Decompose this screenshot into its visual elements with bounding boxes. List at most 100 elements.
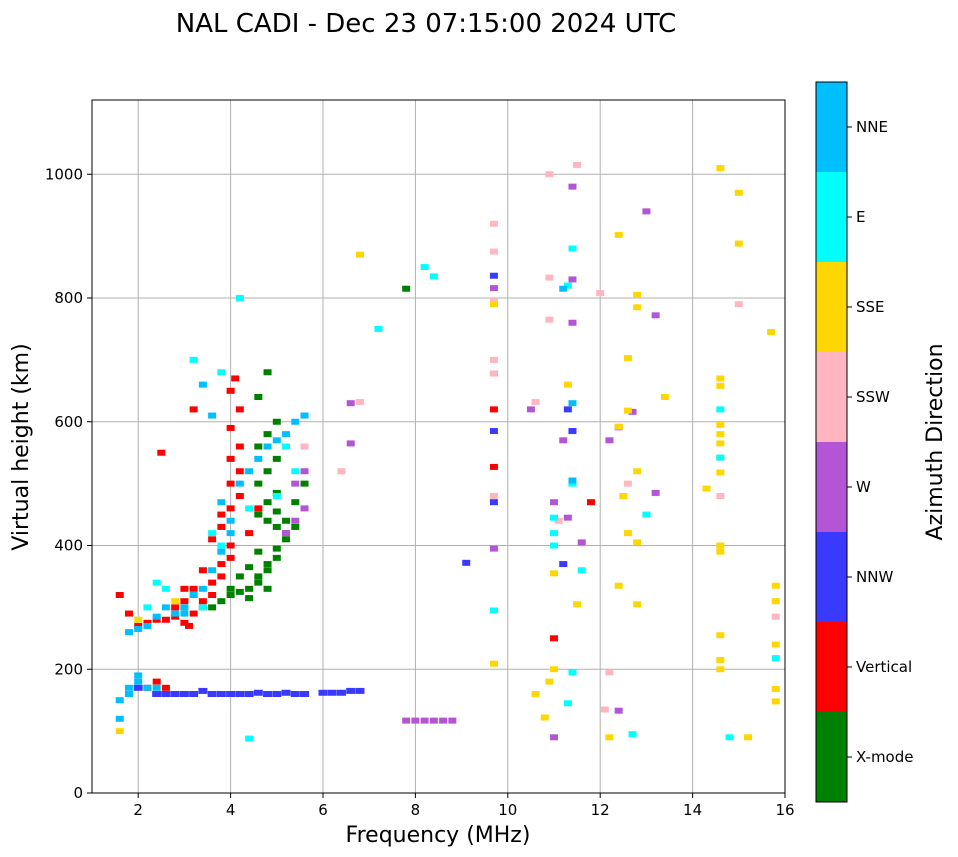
data-point-vertical <box>171 613 180 620</box>
y-axis-label: Virtual height (km) <box>9 343 34 550</box>
data-point-vertical <box>217 523 226 530</box>
data-point-vertical <box>171 604 180 611</box>
data-point-nnw <box>189 691 199 697</box>
data-point-sse <box>489 660 498 667</box>
data-point-w <box>300 468 309 475</box>
data-point-ssw <box>489 220 498 227</box>
data-point-w <box>439 717 448 724</box>
data-point-x-mode <box>235 573 244 580</box>
data-point-w <box>346 440 355 447</box>
data-point-nne <box>300 412 309 419</box>
data-point-w <box>402 717 411 724</box>
data-point-x-mode <box>254 511 263 518</box>
data-point-vertical <box>586 499 595 506</box>
data-point-nnw <box>489 428 498 435</box>
data-point-e <box>716 454 725 461</box>
data-point-e <box>152 579 161 586</box>
data-point-ssw <box>489 298 498 305</box>
data-point-vertical <box>185 622 194 629</box>
data-point-vertical <box>189 585 198 592</box>
data-point-e <box>628 731 637 738</box>
data-point-sse <box>614 582 623 589</box>
data-point-e <box>568 245 577 252</box>
data-point-vertical <box>217 511 226 518</box>
data-point-w <box>291 480 300 487</box>
data-point-e <box>198 604 207 611</box>
data-point-ssw <box>716 493 725 499</box>
data-point-w <box>489 545 498 552</box>
data-point-vertical <box>235 406 244 413</box>
data-point-sse <box>771 641 780 648</box>
data-point-w <box>605 437 614 444</box>
data-point-ssw <box>623 480 632 487</box>
data-point-w <box>429 717 438 724</box>
data-point-nne <box>180 610 189 617</box>
data-point-vertical <box>180 619 189 626</box>
data-point-nne <box>217 548 226 555</box>
data-point-vertical <box>208 579 217 586</box>
data-point-vertical <box>226 505 235 512</box>
data-point-w <box>448 717 457 724</box>
data-point-sse <box>716 440 725 447</box>
data-point-sse <box>716 666 725 673</box>
data-point-nne <box>208 412 217 419</box>
data-point-nnw <box>563 406 572 413</box>
data-point-w <box>282 530 291 537</box>
data-point-sse <box>660 394 669 400</box>
data-point-w <box>651 489 660 496</box>
data-point-sse <box>633 304 642 311</box>
data-point-vertical <box>489 463 498 470</box>
data-point-e <box>642 511 651 518</box>
data-point-nne <box>559 285 568 292</box>
data-point-vertical <box>198 567 207 574</box>
colorbar-label: W <box>856 478 871 496</box>
data-point-x-mode <box>254 443 263 450</box>
x-tick-label: 12 <box>591 801 610 819</box>
data-point-e <box>235 295 244 301</box>
data-point-sse <box>716 548 725 555</box>
axis-ticks: 2 4 6 8 10 12 14 16 0 200 400 600 800 1000 <box>45 165 795 819</box>
data-point-e <box>489 607 498 614</box>
data-point-x-mode <box>272 489 281 496</box>
data-point-ssw <box>489 370 498 377</box>
data-point-vertical <box>124 610 133 617</box>
data-point-x-mode <box>254 579 263 586</box>
data-point-nnw <box>133 684 143 691</box>
data-point-vertical <box>235 468 244 475</box>
data-point-nnw <box>318 689 328 696</box>
data-point-x-mode <box>272 455 281 462</box>
data-point-x-mode <box>254 394 263 400</box>
colorbar-swatch-nne <box>816 82 847 172</box>
data-point-nne <box>180 604 189 611</box>
data-point-e <box>563 282 572 289</box>
data-point-x-mode <box>263 369 272 376</box>
data-point-x-mode <box>226 585 235 592</box>
data-point-nne <box>161 604 170 611</box>
data-point-w <box>559 437 568 444</box>
y-tick-label: 400 <box>54 537 83 555</box>
data-point-vertical <box>180 585 189 592</box>
data-point-nne <box>208 567 217 574</box>
data-point-nnw <box>489 272 498 279</box>
data-point-vertical <box>208 536 217 543</box>
data-point-x-mode <box>217 598 226 605</box>
data-point-sse <box>771 598 780 605</box>
data-point-e <box>245 505 254 512</box>
data-point-x-mode <box>272 554 281 561</box>
y-tick-label: 0 <box>73 784 83 802</box>
y-tick-label: 800 <box>54 289 83 307</box>
colorbar-label: NNW <box>856 568 893 586</box>
colorbar-swatch-x-mode <box>816 712 847 802</box>
data-point-w <box>614 707 623 714</box>
data-point-vertical <box>115 592 124 598</box>
data-point-x-mode <box>254 480 263 487</box>
data-point-vertical <box>226 424 235 431</box>
data-point-sse <box>734 240 743 247</box>
data-point-e <box>429 273 438 280</box>
data-point-x-mode <box>272 545 281 552</box>
data-point-nnw <box>152 691 162 697</box>
data-point-sse <box>550 570 558 577</box>
data-point-x-mode <box>208 604 217 611</box>
data-point-sse <box>540 714 549 721</box>
